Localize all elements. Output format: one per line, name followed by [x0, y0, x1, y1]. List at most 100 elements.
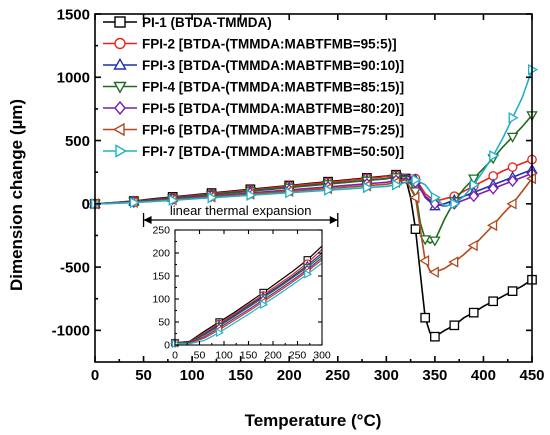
data-point	[450, 198, 461, 210]
inset-series-line-5	[174, 257, 323, 344]
y-tick-label: 500	[65, 133, 90, 150]
annotation-arrow-head-right	[329, 216, 338, 224]
data-point	[207, 192, 218, 204]
legend-swatch-marker	[114, 100, 126, 116]
data-point	[392, 179, 403, 191]
legend-item: FPI-6 [BTDA-(TMMDA:MABTFMB=75:25)]	[103, 123, 404, 138]
inset-series-line-2	[174, 248, 323, 344]
x-tick-label: 0	[91, 367, 99, 384]
data-point	[506, 198, 517, 210]
x-tick-label: 300	[374, 367, 399, 384]
data-point	[168, 194, 179, 207]
legend-label: FPI-5 [BTDA-(TMMDA:MABTFMB=80:20)]	[142, 101, 404, 116]
inset-y-tick-label: 150	[152, 271, 170, 283]
x-tick-label: 450	[519, 367, 544, 384]
legend-label: FPI-2 [BTDA-(TMMDA:MABTFMB=95:5)]	[142, 37, 397, 52]
legend-swatch-marker	[114, 16, 126, 28]
data-point	[420, 312, 431, 323]
data-point	[409, 191, 420, 204]
legend-item: FPI-3 [BTDA-(TMMDA:MABTFMB=90:10)]	[103, 57, 404, 73]
data-point	[324, 184, 335, 196]
inset-data-point	[260, 300, 268, 309]
legend-swatch-marker	[114, 37, 126, 50]
data-point	[246, 189, 257, 201]
annotation-label: linear thermal expansion	[170, 203, 312, 218]
series-line-7	[94, 69, 533, 208]
data-point	[362, 181, 374, 194]
x-tick-label: 250	[325, 367, 350, 384]
data-point	[468, 190, 479, 203]
data-point	[507, 174, 518, 188]
data-point	[430, 331, 440, 342]
inset-x-tick-label: 300	[313, 350, 331, 362]
x-tick-label: 200	[277, 367, 302, 384]
data-point	[449, 320, 460, 331]
legend-label: FPI-3 [BTDA-(TMMDA:MABTFMB=90:10)]	[142, 58, 404, 73]
legend-swatch-marker	[113, 81, 127, 94]
series-7	[90, 63, 539, 210]
data-point	[285, 186, 296, 199]
inset-y-tick-label: 200	[152, 248, 170, 260]
linear-expansion-annotation: linear thermal expansion	[142, 203, 339, 227]
x-tick-label: 400	[471, 367, 496, 384]
x-axis-title: Temperature (°C)	[245, 411, 382, 430]
inset-series-line-4	[174, 254, 323, 344]
data-point	[410, 224, 421, 234]
legend-label: FPI-6 [BTDA-(TMMDA:MABTFMB=75:25)]	[142, 123, 404, 138]
data-point	[411, 174, 422, 186]
data-point	[506, 132, 519, 143]
inset-plot: 0 50 100 150 200 250 300 0 50 100 150 200 250	[152, 225, 330, 362]
data-point	[469, 179, 480, 191]
x-tick-label: 100	[180, 367, 205, 384]
data-point	[507, 286, 518, 296]
data-point	[488, 182, 499, 195]
data-point	[508, 112, 519, 124]
data-point	[419, 255, 430, 267]
legend-item: PI-1 (BTDA-TMMDA)	[103, 15, 272, 30]
legend-swatch-marker	[115, 144, 128, 158]
data-point	[507, 162, 518, 172]
inset-y-tick-label: 100	[152, 294, 170, 306]
main-plot: 0 50 100 150 200 250 300 350 400 450 -1000 -500 0 500…	[52, 6, 545, 384]
y-tick-label: -1000	[52, 323, 90, 340]
legend-item: FPI-4 [BTDA-(TMMDA:MABTFMB=85:15)]	[103, 80, 404, 95]
data-point	[468, 307, 479, 318]
data-point	[419, 235, 431, 246]
legend-label: PI-1 (BTDA-TMMDA)	[142, 15, 272, 30]
inset-x-tick-label: 200	[264, 350, 282, 362]
y-tick-label: 1500	[57, 6, 90, 23]
legend-label: FPI-7 [BTDA-(TMMDA:MABTFMB=50:50)]	[142, 144, 404, 159]
x-tick-label: 150	[228, 367, 253, 384]
data-point	[429, 236, 441, 247]
data-point	[430, 191, 442, 204]
data-point	[468, 174, 480, 185]
inset-y-tick-label: 250	[152, 225, 170, 237]
y-tick-label: 1000	[57, 70, 90, 87]
inset-y-tick-label: 50	[158, 317, 170, 329]
inset-x-tick-label: 250	[289, 350, 307, 362]
data-point	[487, 219, 498, 232]
inset-series-line-6	[175, 259, 323, 344]
inset-y-tick-label: 0	[164, 340, 170, 352]
inset-data-point	[215, 328, 224, 338]
inset-x-tick-label: 150	[240, 350, 258, 362]
legend-label: FPI-4 [BTDA-(TMMDA:MABTFMB=85:15)]	[142, 80, 404, 95]
inset-x-tick-label: 0	[172, 350, 178, 362]
data-point	[129, 196, 140, 209]
data-point	[467, 239, 478, 252]
legend: PI-1 (BTDA-TMMDA) FPI-2 [BTDA-(TMMDA:MABT…	[103, 15, 404, 159]
x-tick-label: 350	[422, 367, 447, 384]
legend-item: FPI-7 [BTDA-(TMMDA:MABTFMB=50:50)]	[103, 144, 404, 159]
inset-series-line-1	[174, 245, 323, 344]
legend-item: FPI-5 [BTDA-(TMMDA:MABTFMB=80:20)]	[103, 100, 404, 116]
annotation-arrow-head-left	[143, 216, 152, 224]
legend-item: FPI-2 [BTDA-(TMMDA:MABTFMB=95:5)]	[103, 37, 397, 52]
inset-data-point	[304, 269, 313, 279]
legend-swatch-marker	[113, 57, 127, 70]
y-tick-label: 0	[82, 196, 90, 213]
y-tick-label: -500	[60, 259, 90, 276]
data-point	[489, 149, 500, 162]
inset-plot-area	[175, 230, 322, 345]
data-point	[428, 266, 439, 278]
